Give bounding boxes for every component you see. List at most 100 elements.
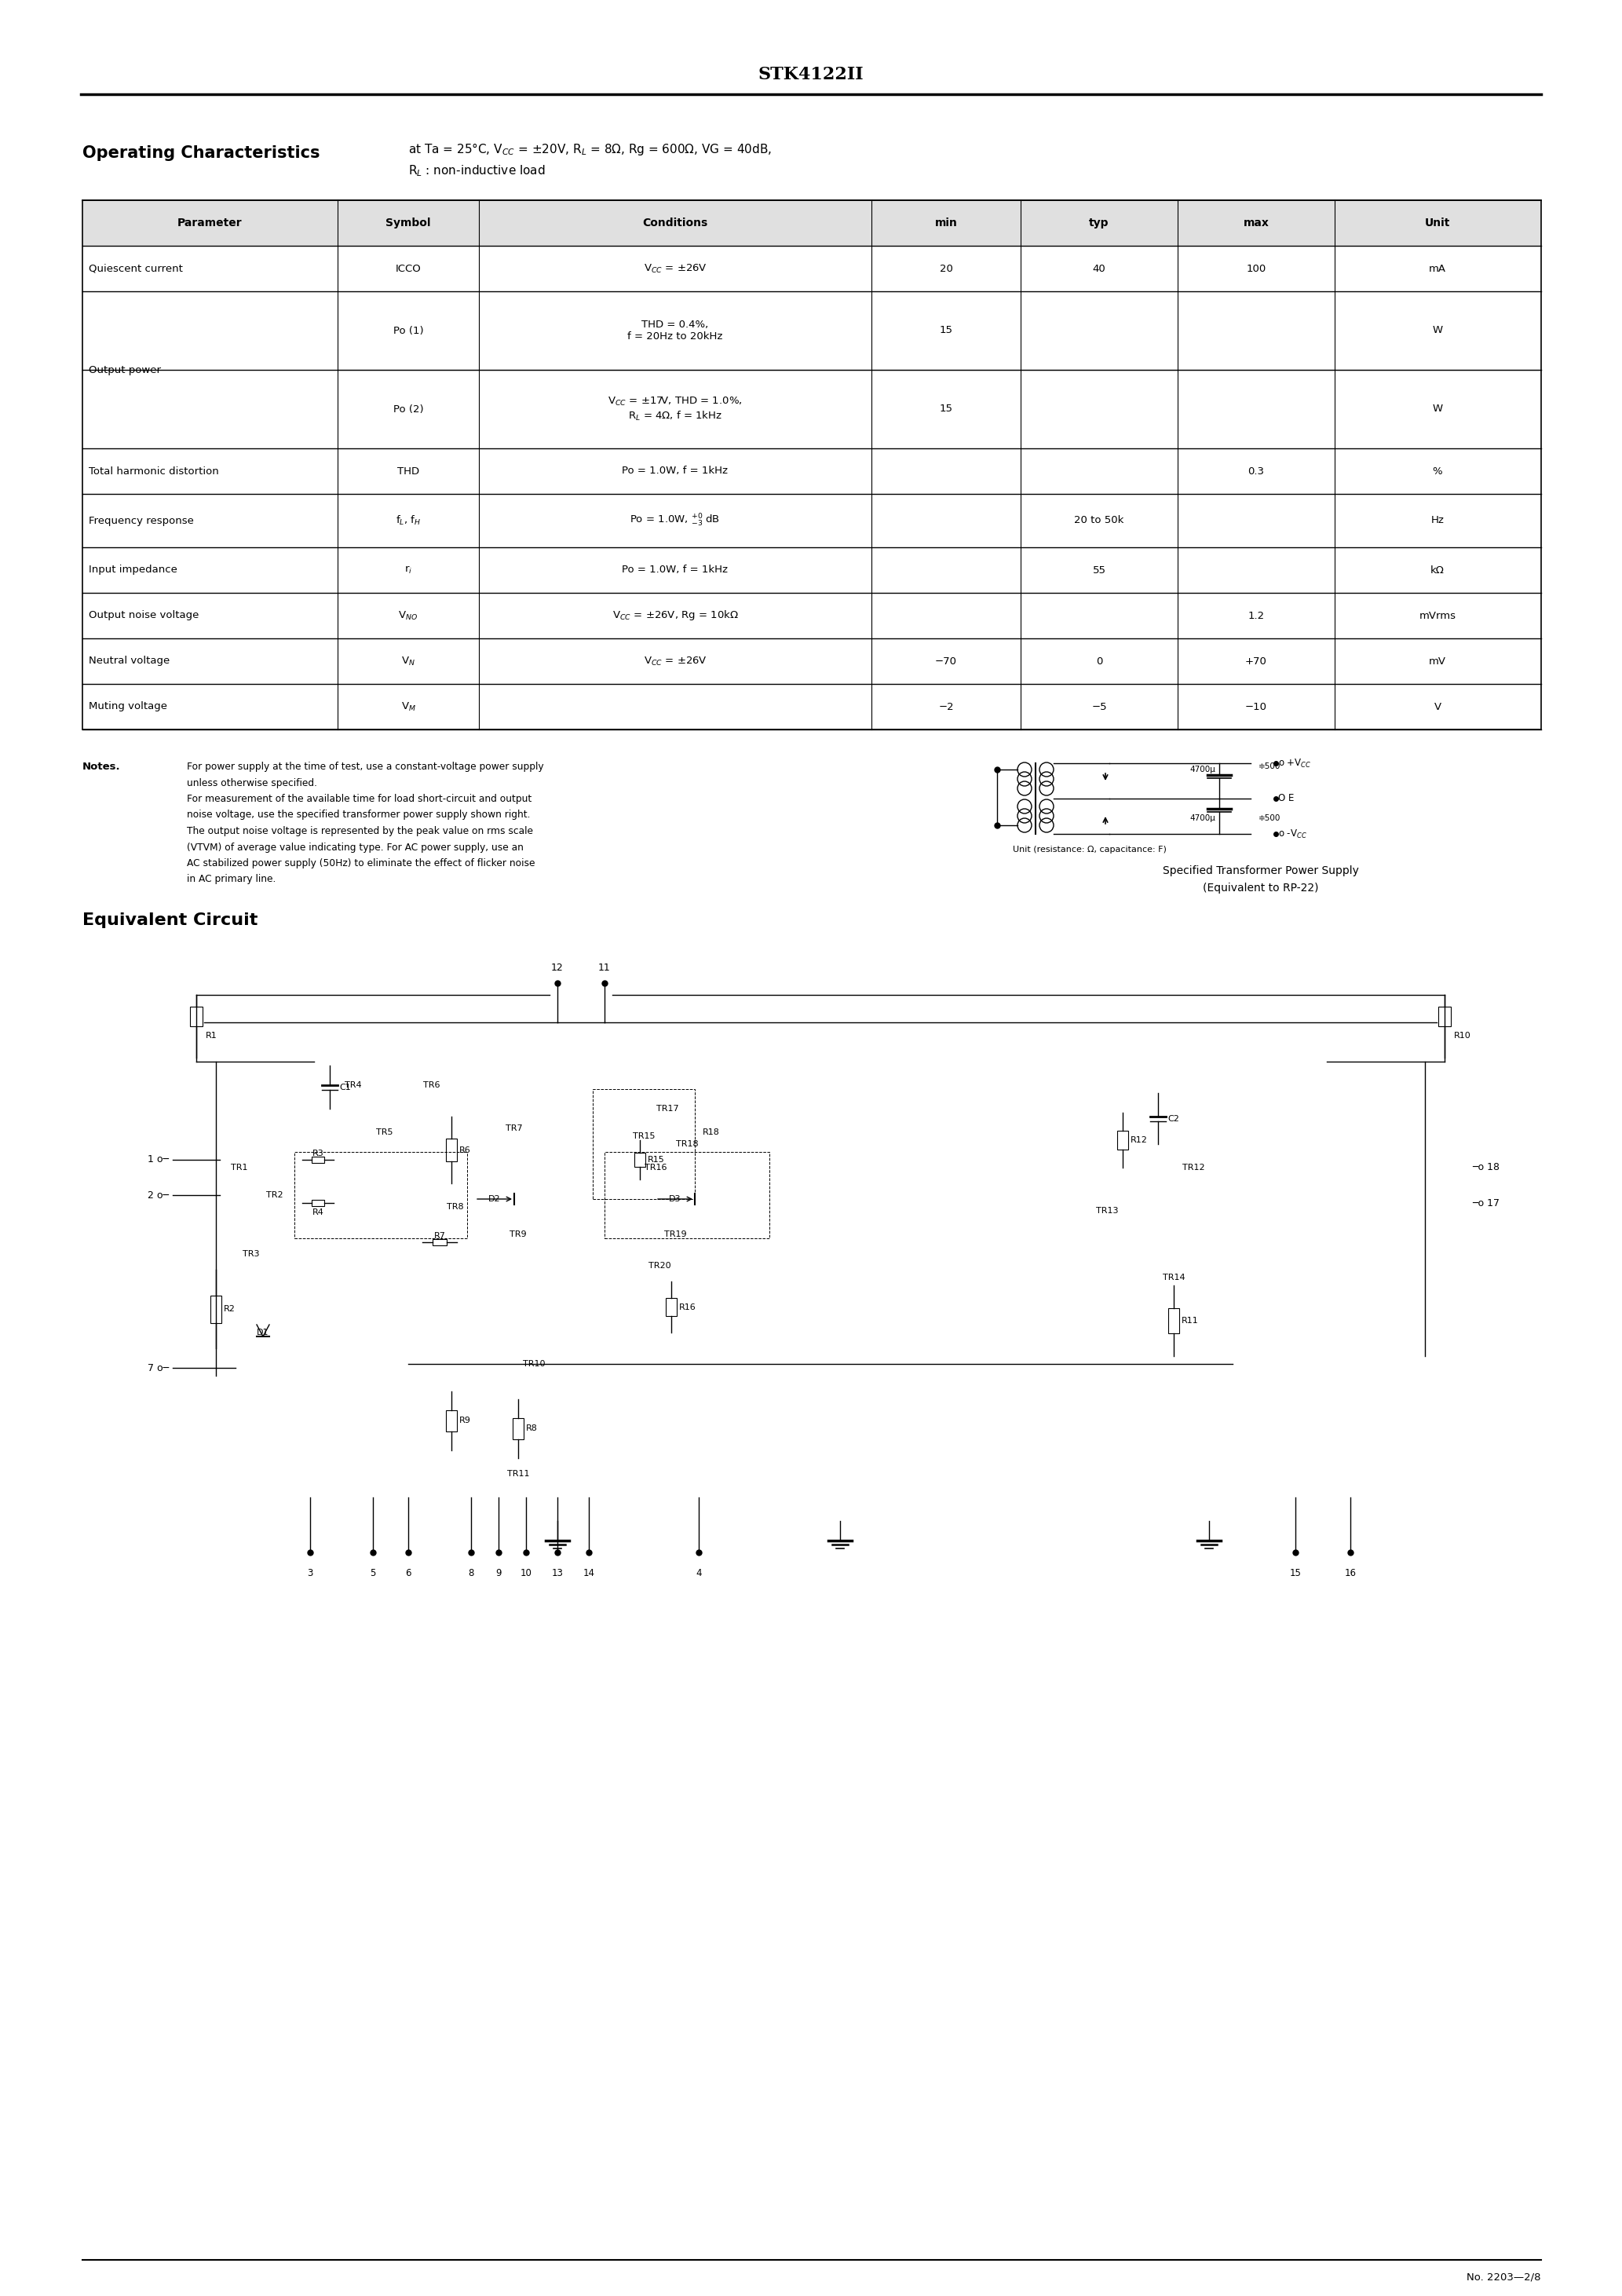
Text: C2: C2 — [1168, 1114, 1179, 1123]
Text: D2: D2 — [488, 1196, 501, 1203]
Text: TR6: TR6 — [423, 1081, 440, 1088]
Text: f$_L$, f$_H$: f$_L$, f$_H$ — [396, 514, 420, 526]
Text: TR1: TR1 — [230, 1164, 248, 1171]
Text: 0.3: 0.3 — [1247, 466, 1265, 475]
Bar — [311, 1157, 324, 1162]
Text: Po (1): Po (1) — [393, 326, 423, 335]
Bar — [446, 1139, 457, 1162]
Bar — [446, 1410, 457, 1430]
Text: AC stabilized power supply (50Hz) to eliminate the effect of flicker noise: AC stabilized power supply (50Hz) to eli… — [187, 859, 535, 868]
Text: Symbol: Symbol — [386, 218, 431, 230]
Text: Operating Characteristics: Operating Characteristics — [83, 145, 320, 161]
Text: Output noise voltage: Output noise voltage — [89, 611, 200, 620]
Text: 40: 40 — [1093, 264, 1106, 273]
Text: Muting voltage: Muting voltage — [89, 703, 167, 712]
Text: Input impedance: Input impedance — [89, 565, 177, 576]
Text: 15: 15 — [1289, 1568, 1301, 1577]
Text: 0: 0 — [1096, 657, 1103, 666]
Text: THD = 0.4%,
f = 20Hz to 20kHz: THD = 0.4%, f = 20Hz to 20kHz — [628, 319, 723, 342]
Text: Parameter: Parameter — [177, 218, 242, 230]
Text: TR20: TR20 — [649, 1263, 672, 1270]
Text: R11: R11 — [1181, 1318, 1199, 1325]
Text: −70: −70 — [934, 657, 957, 666]
Text: in AC primary line.: in AC primary line. — [187, 875, 276, 884]
Text: Output power: Output power — [89, 365, 161, 374]
Text: TR2: TR2 — [266, 1192, 284, 1199]
Text: D1: D1 — [256, 1329, 269, 1336]
Text: TR9: TR9 — [509, 1231, 527, 1238]
Text: Frequency response: Frequency response — [89, 517, 193, 526]
Text: TR8: TR8 — [448, 1203, 464, 1210]
Text: TR19: TR19 — [663, 1231, 686, 1238]
Text: D3: D3 — [670, 1196, 681, 1203]
Text: TR11: TR11 — [508, 1469, 529, 1479]
Text: mVrms: mVrms — [1419, 611, 1457, 620]
Text: R$_L$ : non-inductive load: R$_L$ : non-inductive load — [409, 163, 545, 179]
Text: 4700μ: 4700μ — [1189, 765, 1215, 774]
Text: R4: R4 — [311, 1208, 324, 1217]
Text: min: min — [934, 218, 957, 230]
Text: TR4: TR4 — [345, 1081, 362, 1088]
Text: R15: R15 — [647, 1155, 665, 1164]
Text: ICCO: ICCO — [396, 264, 422, 273]
Text: at Ta = 25°C, V$_{CC}$ = ±20V, R$_L$ = 8Ω, Rg = 600Ω, VG = 40dB,: at Ta = 25°C, V$_{CC}$ = ±20V, R$_L$ = 8… — [409, 142, 772, 156]
Text: R18: R18 — [702, 1127, 720, 1137]
Text: 55: 55 — [1093, 565, 1106, 576]
Text: 1 o─: 1 o─ — [148, 1155, 169, 1164]
Text: typ: typ — [1088, 218, 1109, 230]
Text: V: V — [1434, 703, 1440, 712]
Text: o -V$_{CC}$: o -V$_{CC}$ — [1278, 829, 1307, 840]
Bar — [592, 1088, 694, 1199]
Text: V$_{CC}$ = ±26V: V$_{CC}$ = ±26V — [644, 262, 707, 276]
Text: R7: R7 — [433, 1233, 446, 1240]
Text: 16: 16 — [1345, 1568, 1356, 1577]
Text: O E: O E — [1278, 794, 1294, 804]
Text: %: % — [1432, 466, 1442, 475]
Text: C1: C1 — [339, 1084, 350, 1091]
Text: 100: 100 — [1246, 264, 1267, 273]
Text: Po = 1.0W, f = 1kHz: Po = 1.0W, f = 1kHz — [623, 565, 728, 576]
Bar — [665, 1297, 676, 1316]
Text: max: max — [1242, 218, 1268, 230]
Text: Specified Transformer Power Supply: Specified Transformer Power Supply — [1163, 866, 1359, 877]
Text: V$_M$: V$_M$ — [401, 700, 415, 712]
Text: Hz: Hz — [1431, 517, 1444, 526]
Text: R3: R3 — [311, 1150, 324, 1157]
Text: Unit: Unit — [1424, 218, 1450, 230]
Text: 13: 13 — [551, 1568, 563, 1577]
Text: R6: R6 — [459, 1146, 470, 1155]
Text: 4: 4 — [696, 1568, 702, 1577]
Text: 1.2: 1.2 — [1247, 611, 1265, 620]
Text: TR15: TR15 — [633, 1132, 655, 1141]
Text: TR3: TR3 — [243, 1249, 260, 1258]
Text: 7 o─: 7 o─ — [148, 1364, 169, 1373]
Text: Neutral voltage: Neutral voltage — [89, 657, 170, 666]
Text: 5: 5 — [370, 1568, 376, 1577]
Text: +70: +70 — [1246, 657, 1267, 666]
Bar — [1118, 1130, 1129, 1150]
Text: Equivalent Circuit: Equivalent Circuit — [83, 912, 258, 928]
Bar — [295, 1153, 467, 1238]
Bar — [1168, 1309, 1179, 1334]
Text: TR7: TR7 — [506, 1125, 522, 1132]
Bar — [513, 1419, 524, 1440]
Text: THD: THD — [397, 466, 420, 475]
Text: 20: 20 — [939, 264, 952, 273]
Text: The output noise voltage is represented by the peak value on rms scale: The output noise voltage is represented … — [187, 827, 534, 836]
Bar — [634, 1153, 646, 1166]
Text: 8: 8 — [469, 1568, 474, 1577]
Text: (Equivalent to RP-22): (Equivalent to RP-22) — [1204, 882, 1319, 893]
Text: ─o 17: ─o 17 — [1473, 1199, 1499, 1208]
Bar — [83, 200, 1541, 246]
Text: Unit (resistance: Ω, capacitance: F): Unit (resistance: Ω, capacitance: F) — [1012, 845, 1166, 854]
Bar — [190, 1006, 203, 1026]
Text: 2 o─: 2 o─ — [148, 1189, 169, 1201]
Text: ≑500: ≑500 — [1259, 762, 1281, 769]
Text: Po (2): Po (2) — [393, 404, 423, 413]
Text: TR16: TR16 — [644, 1164, 667, 1171]
Text: R9: R9 — [459, 1417, 470, 1426]
Text: 11: 11 — [599, 962, 611, 974]
Text: mA: mA — [1429, 264, 1447, 273]
Text: −2: −2 — [939, 703, 954, 712]
Text: R1: R1 — [206, 1031, 217, 1040]
